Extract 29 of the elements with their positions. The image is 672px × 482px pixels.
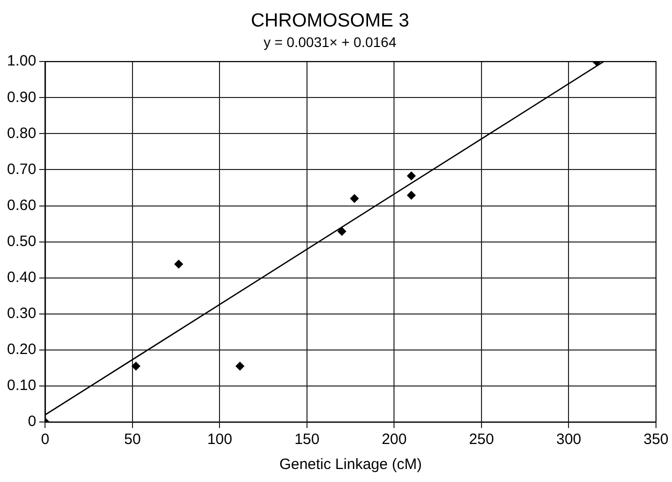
x-tick-label: 350 [643,431,669,448]
x-tick-label: 300 [556,431,582,448]
y-tick-label: 0.90 [6,88,36,106]
y-tick-label: 0 [28,413,36,430]
y-tick-label: 0.80 [6,124,36,142]
y-tick-label: 0.60 [6,196,36,214]
x-tick-label: 200 [382,431,407,448]
point [350,194,359,204]
chart-title: CHROMOSOME 3 [250,10,410,32]
y-tick-label: 1.00 [6,52,36,70]
y-tick-label: 0.30 [6,305,36,322]
x-tick-label: 150 [294,431,320,448]
y-tick-label: 0.10 [6,377,36,394]
y-tick-label: 0.40 [6,268,36,286]
x-axis-title: Genetic Linkage (cM) [279,456,422,474]
point [337,226,346,236]
point [406,190,416,200]
point [131,362,140,371]
x-tick-label: 250 [468,431,494,448]
point [174,260,184,269]
x-tick-label: 0 [41,431,50,448]
x-tick-label: 100 [207,431,232,448]
x-tick-label: 50 [124,431,141,448]
y-tick-label: 0.70 [6,160,36,178]
y-tick-label: 0.50 [6,232,36,250]
chart-subtitle: y = 0.0031× + 0.0164 [264,34,397,50]
point [235,362,244,371]
point [406,171,416,180]
y-tick-label: 0.20 [6,341,36,358]
